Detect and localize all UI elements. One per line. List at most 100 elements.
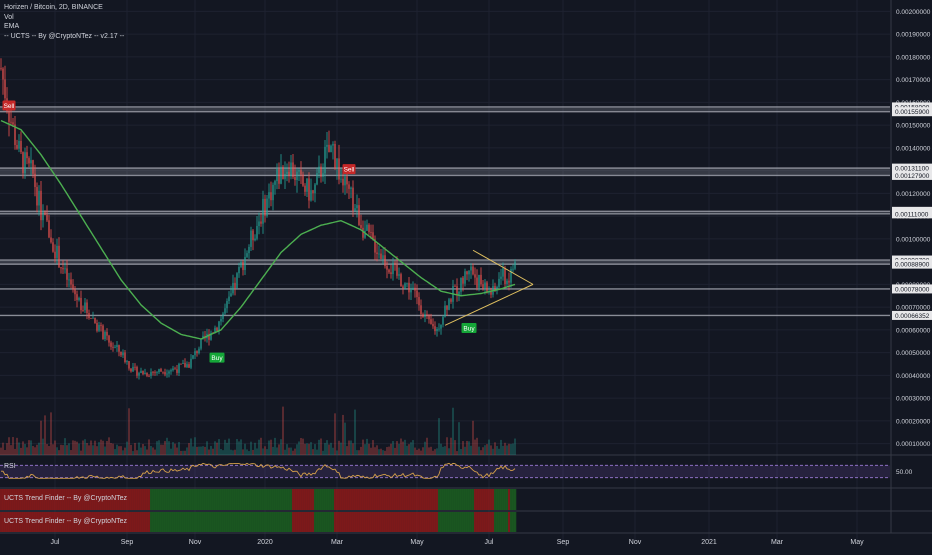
volume-bar — [236, 439, 238, 455]
trend-finder-1-bar — [128, 489, 131, 510]
trend-finder-1-bar — [314, 489, 317, 510]
trend-finder-2-bar — [174, 512, 177, 532]
candle-body — [494, 285, 496, 290]
candle-body — [110, 342, 112, 347]
trend-finder-1-bar — [72, 489, 75, 510]
trend-finder-2-bar — [126, 512, 129, 532]
trend-finder-2-bar — [42, 512, 45, 532]
trend-finder-1-bar — [38, 489, 41, 510]
candle-body — [364, 230, 366, 238]
volume-bar — [74, 440, 76, 455]
candle-body — [498, 278, 500, 287]
trend-finder-2-bar — [90, 512, 93, 532]
volume-bar — [420, 450, 422, 455]
x-tick-label: Nov — [629, 539, 642, 546]
trend-finder-1-bar — [304, 489, 307, 510]
candle-body — [66, 268, 68, 280]
volume-bar — [22, 441, 24, 455]
trend-finder-1-bar — [16, 489, 19, 510]
trend-finder-2-bar — [166, 512, 169, 532]
trend-finder-1-bar — [94, 489, 97, 510]
candle-body — [426, 314, 428, 316]
trend-finder-1-bar — [118, 489, 121, 510]
trend-finder-2-bar — [122, 512, 125, 532]
trend-finder-2-bar — [328, 512, 331, 532]
rsi-band-fill — [0, 465, 890, 478]
y-tick-label: 0.00060000 — [896, 327, 931, 334]
trend-finder-2-bar — [12, 512, 15, 532]
trend-finder-1-bar — [260, 489, 263, 510]
volume-bar — [140, 447, 142, 455]
trend-finder-2-bar — [480, 512, 483, 532]
trend-finder-2-bar — [404, 512, 407, 532]
trend-finder-1-bar — [178, 489, 181, 510]
volume-bar — [410, 442, 412, 455]
trend-finder-1-bar — [152, 489, 155, 510]
trend-finder-2-bar — [290, 512, 293, 532]
trend-finder-1-bar — [300, 489, 303, 510]
trend-finder-2-bar — [436, 512, 439, 532]
trend-finder-1-bar — [244, 489, 247, 510]
candle-body — [282, 166, 284, 180]
trend-finder-1-bar — [468, 489, 471, 510]
candle-body — [198, 348, 200, 354]
candle-body — [362, 227, 364, 238]
candle-body — [20, 140, 22, 153]
trend-finder-1-bar — [42, 489, 45, 510]
trend-finder-2-bar — [156, 512, 159, 532]
candle-body — [264, 198, 266, 216]
trend-finder-1-bar — [454, 489, 457, 510]
trend-finder-2-bar — [202, 512, 205, 532]
trend-finder-1-bar — [76, 489, 79, 510]
volume-bar — [464, 446, 466, 455]
volume-bar — [66, 445, 68, 455]
trend-finder-1-bar — [292, 489, 295, 510]
volume-bar — [36, 444, 38, 455]
volume-bar — [364, 444, 366, 455]
volume-bar — [446, 437, 448, 455]
volume-bar — [328, 444, 330, 455]
candle-body — [270, 192, 272, 201]
trend-finder-2-bar — [136, 512, 139, 532]
trend-finder-1-bar — [194, 489, 197, 510]
volume-bar — [62, 445, 64, 455]
volume-bar — [104, 446, 106, 455]
volume-bar — [468, 441, 470, 455]
volume-bar — [240, 439, 242, 455]
level-price-tag — [892, 209, 932, 219]
candle-body — [86, 302, 88, 314]
candle-body — [178, 363, 180, 373]
trend-finder-1-bar — [14, 489, 17, 510]
candle-body — [284, 173, 286, 180]
trend-finder-2-bar — [362, 512, 365, 532]
candle-body — [92, 317, 94, 319]
volume-bar — [508, 443, 510, 455]
candle-body — [24, 152, 26, 174]
volume-bar — [186, 447, 188, 455]
trend-finder-1-bar — [114, 489, 117, 510]
trend-finder-1-bar — [44, 489, 47, 510]
trend-finder-2-bar — [430, 512, 433, 532]
volume-bar — [204, 446, 206, 455]
trend-finder-1-bar — [494, 489, 497, 510]
trend-finder-2-bar — [370, 512, 373, 532]
volume-bar — [348, 440, 350, 455]
trend-finder-2-bar — [2, 512, 5, 532]
trend-finder-2-bar — [464, 512, 467, 532]
candle-body — [190, 358, 192, 368]
trend-finder-2-bar — [152, 512, 155, 532]
trend-finder-label-2: UCTS Trend Finder -- By @CryptoNTez — [4, 518, 128, 525]
trend-finder-2-bar — [228, 512, 231, 532]
volume-bar — [76, 441, 78, 455]
y-tick-label: 0.00200000 — [896, 9, 931, 16]
candle-body — [40, 190, 42, 221]
trend-finder-1-bar — [334, 489, 337, 510]
trend-finder-1-bar — [452, 489, 455, 510]
volume-bar — [98, 442, 100, 455]
trend-finder-2-bar — [150, 512, 153, 532]
trend-finder-1-bar — [312, 489, 315, 510]
trend-finder-1-bar — [184, 489, 187, 510]
trend-finder-1-bar — [216, 489, 219, 510]
